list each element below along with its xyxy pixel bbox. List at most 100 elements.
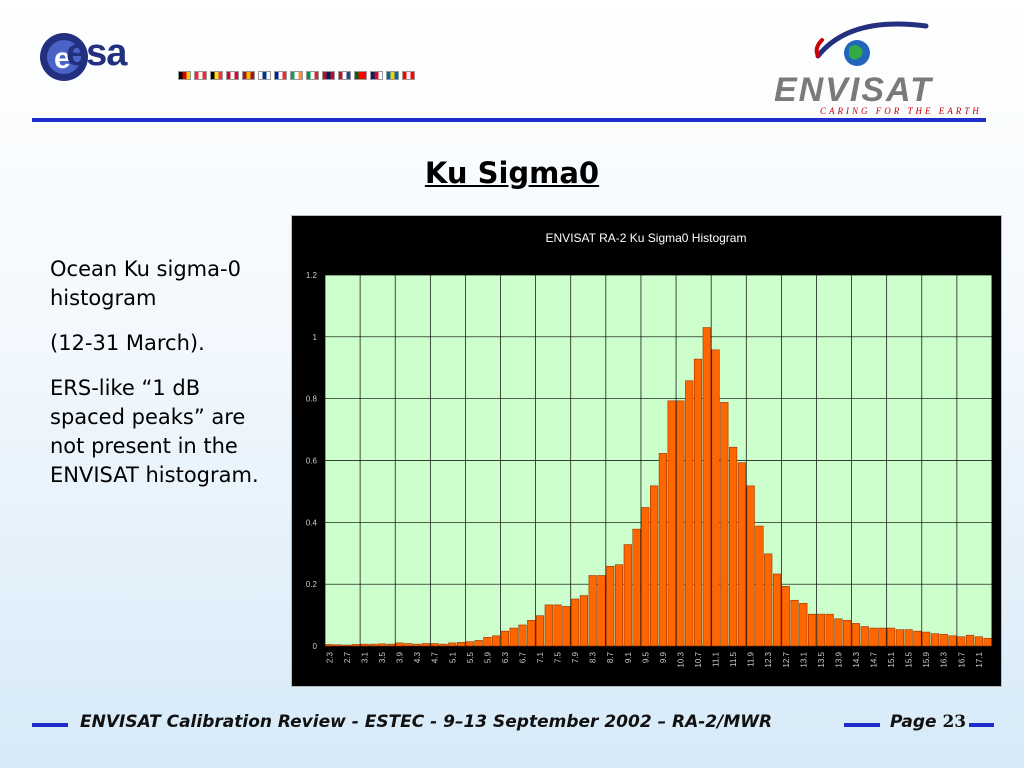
histogram-bar <box>869 627 878 647</box>
histogram-bar <box>430 643 439 647</box>
envisat-tagline: CARING FOR THE EARTH <box>820 106 980 116</box>
histogram-bar <box>342 644 352 647</box>
y-tick-label: 1 <box>313 333 318 342</box>
flag-7 <box>290 71 303 80</box>
histogram-bar <box>772 573 782 647</box>
x-tick-label: 15.9 <box>922 651 931 667</box>
description-line-3: ERS-like “1 dB spaced peaks” are not pre… <box>50 376 259 487</box>
histogram-bar <box>483 637 492 647</box>
x-tick-label: 6.7 <box>518 651 527 663</box>
histogram-bar <box>711 349 720 647</box>
histogram-bar <box>360 643 369 647</box>
flag-3 <box>226 71 239 80</box>
histogram-bar <box>886 627 896 647</box>
svg-text:e: e <box>54 42 71 75</box>
x-tick-label: 6.3 <box>501 651 510 663</box>
x-tick-label: 9.1 <box>624 651 633 663</box>
histogram-bar <box>755 525 764 647</box>
histogram-bar <box>606 565 615 647</box>
footer: ENVISAT Calibration Review - ESTEC - 9–1… <box>32 710 994 740</box>
histogram-bar <box>807 613 817 647</box>
page-indicator: Page 23 <box>890 712 966 732</box>
histogram-bar <box>843 620 852 647</box>
flag-10 <box>338 71 351 80</box>
x-tick-label: 10.7 <box>694 651 703 667</box>
histogram-bar <box>632 528 641 647</box>
y-tick-label: 0.4 <box>306 518 318 527</box>
x-tick-label: 5.5 <box>466 651 475 663</box>
flag-4 <box>242 71 255 80</box>
histogram-bar <box>667 400 676 647</box>
x-tick-label: 4.7 <box>431 651 440 663</box>
page-number: 23 <box>942 712 967 732</box>
histogram-bar <box>676 400 685 647</box>
histogram-bar <box>693 358 703 647</box>
flag-8 <box>306 71 319 80</box>
chart-title: ENVISAT RA-2 Ku Sigma0 Histogram <box>546 231 747 245</box>
histogram-bar <box>764 553 773 647</box>
histogram-bar <box>439 643 448 647</box>
histogram-bar <box>922 631 931 647</box>
esa-wordmark: esa <box>66 32 127 74</box>
histogram-bar <box>448 642 457 647</box>
x-tick-label: 5.1 <box>448 651 457 663</box>
flag-6 <box>274 71 287 80</box>
histogram-bar <box>465 641 474 647</box>
histogram-bar <box>816 613 825 647</box>
header-rule <box>32 118 986 122</box>
x-tick-label: 5.9 <box>483 651 492 663</box>
histogram-bar <box>930 633 940 647</box>
histogram-bar <box>474 640 483 647</box>
histogram-bar <box>588 575 597 647</box>
x-tick-label: 16.3 <box>940 651 949 667</box>
histogram-bar <box>790 599 799 647</box>
histogram-bar <box>974 636 983 647</box>
esa-logo: e <box>40 33 88 81</box>
x-tick-label: 15.5 <box>905 651 914 667</box>
histogram-bar <box>878 627 887 647</box>
histogram-bar <box>983 637 992 647</box>
histogram-bar <box>965 634 975 647</box>
y-tick-label: 0 <box>313 642 318 651</box>
member-state-flags <box>178 71 415 80</box>
histogram-bar <box>851 623 861 647</box>
flag-0 <box>178 71 191 80</box>
description-line-1: Ocean Ku sigma-0 histogram <box>50 257 241 310</box>
y-tick-label: 0.2 <box>306 580 318 589</box>
envisat-logo: ENVISAT CARING FOR THE EARTH <box>774 21 980 116</box>
histogram-bar <box>825 613 834 647</box>
histogram-bar <box>860 626 869 647</box>
histogram-bar <box>957 636 966 647</box>
y-tick-label: 1.2 <box>306 271 318 280</box>
flag-5 <box>258 71 271 80</box>
histogram-bar <box>614 564 624 647</box>
x-tick-label: 14.3 <box>852 651 861 667</box>
histogram-bar <box>623 544 632 647</box>
x-tick-label: 14.7 <box>870 651 879 667</box>
x-tick-label: 9.9 <box>659 651 668 663</box>
x-tick-label: 17.1 <box>975 651 984 667</box>
x-tick-label: 7.1 <box>536 651 545 663</box>
histogram-bar <box>729 446 738 647</box>
histogram-bar <box>746 485 755 647</box>
histogram-bar <box>456 641 466 647</box>
histogram-bar <box>913 630 922 647</box>
histogram-bar <box>650 485 659 647</box>
histogram-bar <box>325 644 334 647</box>
flag-1 <box>194 71 207 80</box>
histogram-bar <box>386 643 395 647</box>
histogram-bar <box>781 586 790 647</box>
x-tick-label: 16.7 <box>957 651 966 667</box>
y-tick-label: 0.8 <box>306 395 318 404</box>
histogram-svg: ENVISAT RA-2 Ku Sigma0 Histogram 0 0.2 0.4… <box>306 231 993 668</box>
histogram-bar <box>562 606 571 647</box>
histogram-bar <box>702 327 711 647</box>
histogram-bar <box>334 644 343 647</box>
histogram-bar <box>500 630 510 647</box>
histogram-bar <box>685 380 694 647</box>
histogram-bar <box>527 620 536 647</box>
x-tick-label: 11.5 <box>729 651 738 667</box>
slide-title: Ku Sigma0 <box>424 156 600 190</box>
histogram-bar <box>895 629 904 647</box>
x-tick-label: 12.3 <box>764 651 773 667</box>
